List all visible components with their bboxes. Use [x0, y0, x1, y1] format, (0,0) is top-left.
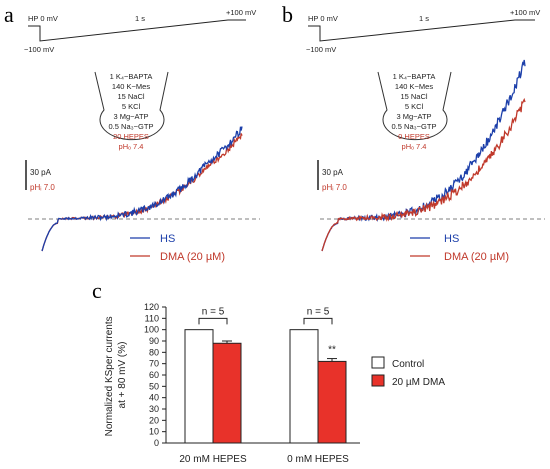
solution-line: pHₒ 7.4	[119, 142, 144, 151]
y-tick-label: 60	[149, 370, 159, 380]
trace-dma-b	[321, 97, 526, 252]
legend-label: Control	[392, 359, 424, 370]
n-bracket	[198, 317, 228, 325]
panel-letter-b: b	[282, 2, 293, 27]
category-label: 0 mM HEPES	[287, 454, 349, 465]
bar-control-0	[184, 329, 214, 444]
protocol-line	[308, 19, 535, 42]
y-tick-label: 90	[149, 336, 159, 346]
solution-line: 140 K−Mes	[395, 82, 433, 91]
solution-line: 0 HEPES	[398, 132, 430, 141]
legend-hs-a: HS	[160, 233, 175, 245]
solution-outline	[377, 71, 452, 141]
legend-dma-b: DMA (20 µM)	[444, 251, 509, 263]
annotations: n = 5 n = 5 **	[198, 306, 336, 356]
y-tick-label: 30	[149, 404, 159, 414]
y-tick-label: 40	[149, 393, 159, 403]
solution-line: 140 K−Mes	[112, 82, 150, 91]
y-tick-label: 0	[154, 438, 159, 448]
solution-line: 5 KCl	[122, 102, 141, 111]
scale-bar-label-a: 30 pA	[30, 168, 52, 177]
solution-line: 0.5 Na₃−GTP	[392, 122, 437, 131]
y-tick-label: 120	[144, 302, 159, 312]
legend-label: 20 µM DMA	[392, 377, 445, 388]
y-tick-label: 110	[145, 313, 159, 323]
bar-dma-1	[317, 360, 347, 444]
panel-b: b HP 0 mV 1 s +100 mV −100 mV 1 K₄−BAPTA…	[282, 2, 545, 263]
legend-dma-a: DMA (20 µM)	[160, 251, 225, 263]
solution-line: 3 Mg−ATP	[396, 112, 431, 121]
legend-swatch	[371, 374, 385, 387]
significance-marker: **	[328, 345, 336, 356]
solution-line: 20 HEPES	[113, 132, 149, 141]
ph-i-label-a: pHᵢ 7.0	[30, 183, 55, 192]
y-tick-label: 10	[149, 427, 159, 437]
panel-letter-a: a	[4, 2, 14, 27]
y-tick-label: 70	[149, 359, 159, 369]
bars	[166, 329, 360, 444]
solution-line: pHₒ 7.4	[402, 142, 427, 151]
bar-dma-0	[212, 342, 242, 444]
bar-control-1	[289, 329, 319, 444]
panel-a: a HP 0 mV 1 s +100 mV −100 mV 1 K₄−BAPTA…	[4, 2, 260, 263]
protocol-b: HP 0 mV 1 s +100 mV −100 mV	[306, 8, 540, 54]
legend-swatch	[371, 356, 385, 369]
n-label: n = 5	[307, 306, 330, 317]
n-bracket	[303, 317, 333, 325]
panel-letter-c: c	[92, 278, 102, 303]
y-tick-label: 80	[149, 347, 159, 357]
solution-line: 15 NaCl	[117, 92, 144, 101]
y-axis-label: Normalized KSper currents at + 80 mV (%)	[104, 314, 128, 437]
solution-line: 15 NaCl	[400, 92, 427, 101]
scale-bar-label-b: 30 pA	[322, 168, 344, 177]
n-label: n = 5	[202, 306, 225, 317]
chart-legend: Control 20 µM DMA	[371, 356, 445, 388]
solution-line: 5 KCl	[405, 102, 424, 111]
protocol-bottom-label: −100 mV	[24, 45, 54, 54]
category-labels: 20 mM HEPES 0 mM HEPES	[179, 454, 349, 465]
category-label: 20 mM HEPES	[179, 454, 247, 465]
solution-line: 0.5 Na₃−GTP	[109, 122, 154, 131]
y-tick-label: 20	[149, 415, 159, 425]
y-axis-label-line1: Normalized KSper currents	[104, 316, 115, 436]
solution-line: 1 K₄−BAPTA	[393, 72, 436, 81]
trace-hs-a	[41, 126, 243, 252]
y-axis-label-line2: at + 80 mV (%)	[117, 342, 128, 409]
protocol-bottom-label: −100 mV	[306, 45, 336, 54]
y-tick-label: 100	[144, 325, 159, 335]
protocol-line	[28, 19, 246, 42]
protocol-a: HP 0 mV 1 s +100 mV −100 mV	[24, 8, 256, 54]
y-tick-label: 50	[149, 381, 159, 391]
protocol-duration-label: 1 s	[135, 14, 145, 23]
protocol-top-label: +100 mV	[226, 8, 256, 17]
solution-line: 1 K₄−BAPTA	[110, 72, 153, 81]
protocol-hp-label: HP 0 mV	[308, 14, 338, 23]
legend-hs-b: HS	[444, 233, 459, 245]
ph-i-label-b: pHᵢ 7.0	[322, 183, 347, 192]
solution-line: 3 Mg−ATP	[113, 112, 148, 121]
protocol-duration-label: 1 s	[419, 14, 429, 23]
protocol-hp-label: HP 0 mV	[28, 14, 58, 23]
trace-dma-a	[41, 133, 243, 252]
solution-outline	[94, 71, 169, 141]
protocol-top-label: +100 mV	[510, 8, 540, 17]
